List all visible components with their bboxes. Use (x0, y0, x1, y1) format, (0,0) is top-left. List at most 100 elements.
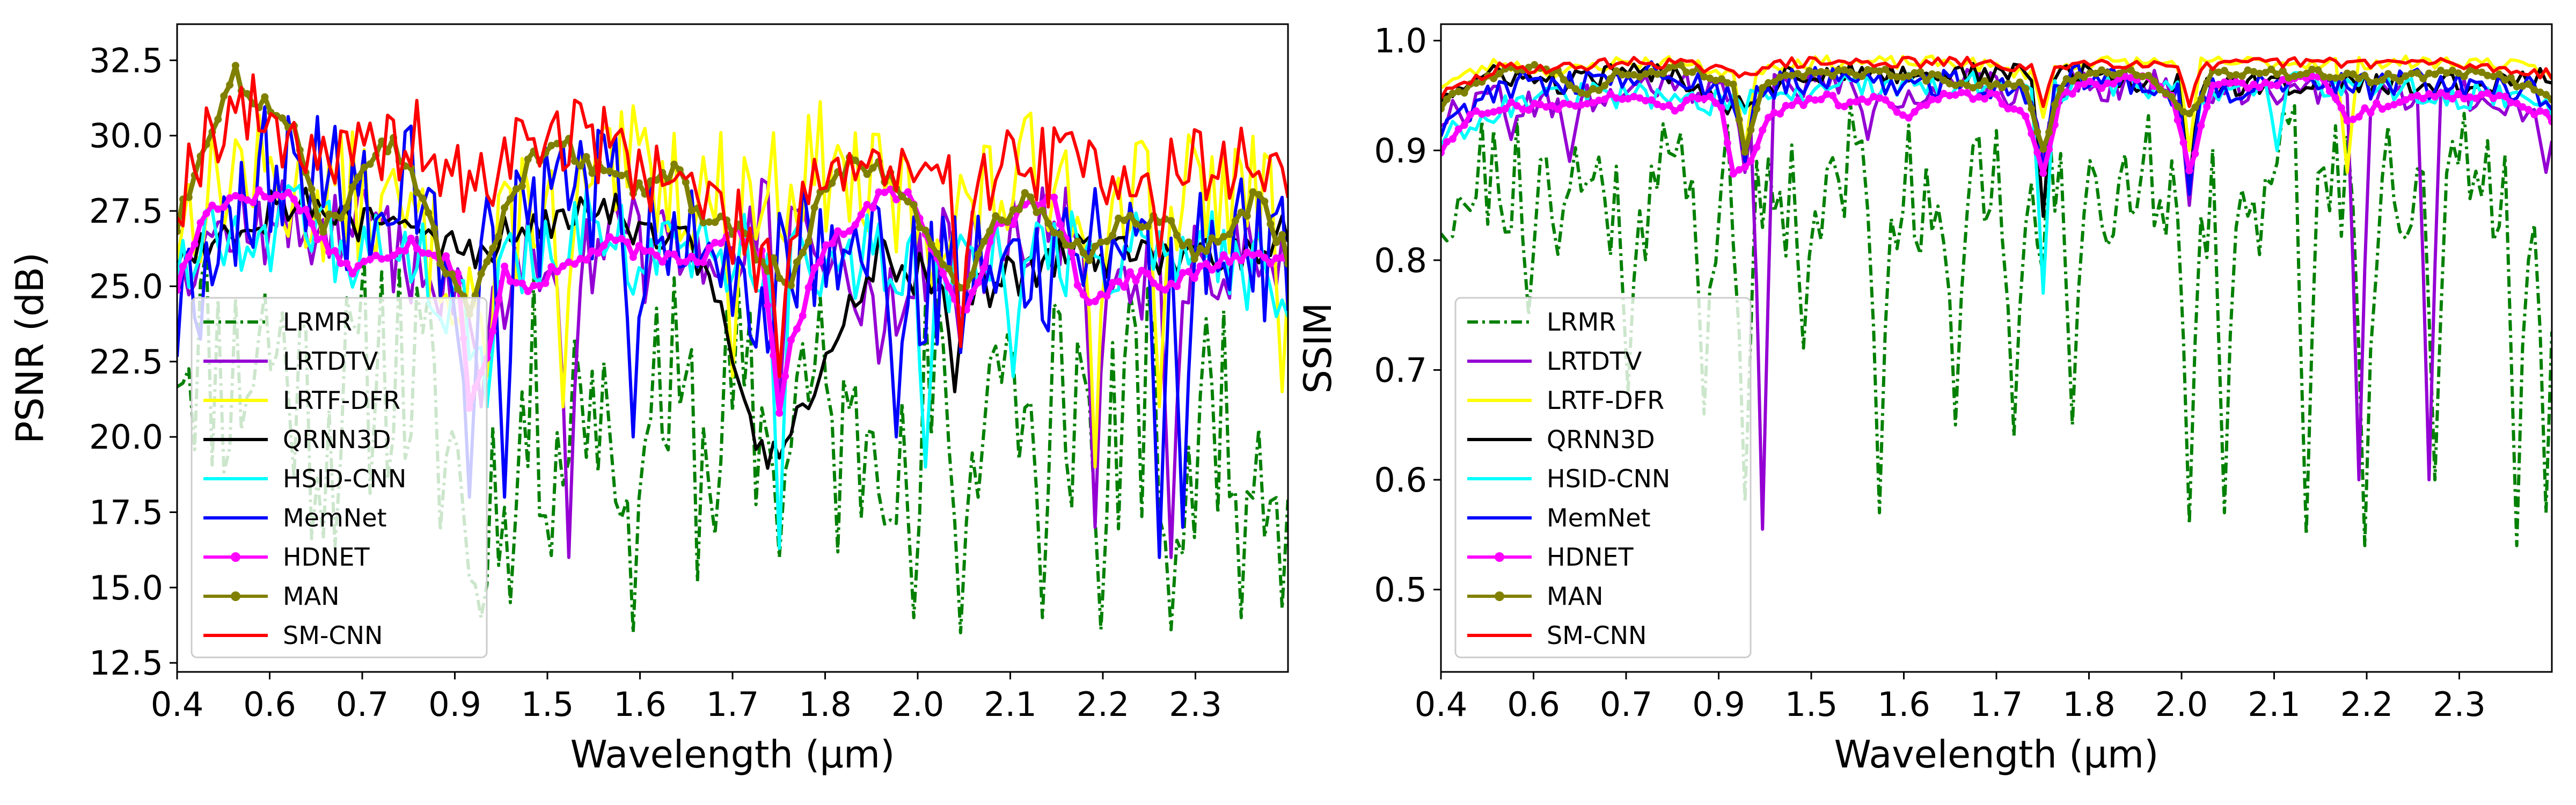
data-point (1735, 166, 1743, 174)
data-point (313, 212, 321, 220)
data-point (1928, 96, 1936, 104)
data-point (512, 185, 520, 193)
data-point (2104, 79, 2111, 87)
data-point (1852, 71, 1860, 79)
data-point (237, 194, 245, 202)
data-point (2127, 74, 2135, 82)
data-point (1484, 109, 1492, 117)
data-point (1067, 248, 1075, 257)
data-point (1636, 94, 1644, 102)
data-point (887, 185, 895, 193)
data-point (1799, 73, 1807, 80)
x-tick-label: 0.9 (428, 685, 481, 724)
data-point (2331, 94, 2339, 102)
data-point (1671, 62, 1679, 70)
data-point (553, 268, 561, 276)
data-point (1554, 105, 1562, 113)
data-point (1091, 297, 1099, 305)
legend-label: MAN (283, 582, 340, 611)
data-point (279, 193, 287, 201)
data-point (956, 284, 964, 292)
data-point (1782, 101, 1790, 109)
x-tick-label: 2.1 (984, 685, 1037, 724)
legend-label: LRTDTV (283, 347, 378, 376)
data-point (2501, 76, 2509, 84)
data-point (2419, 94, 2427, 103)
data-point (325, 248, 333, 256)
data-point (2133, 71, 2141, 79)
data-point (980, 264, 988, 272)
data-point (2548, 96, 2552, 104)
data-point (243, 90, 251, 98)
data-point (2174, 103, 2182, 111)
data-point (775, 274, 784, 282)
data-point (1770, 109, 1778, 117)
data-point (2490, 94, 2498, 103)
data-point (2302, 70, 2310, 78)
data-point (2156, 86, 2164, 93)
data-point (799, 312, 807, 320)
data-point (2232, 71, 2240, 79)
data-point (2495, 92, 2503, 99)
data-point (2121, 72, 2129, 80)
x-axis-label: Wavelength (μm) (570, 733, 895, 777)
data-point (910, 201, 918, 209)
x-tick-label: 0.9 (1692, 685, 1745, 724)
data-point (1056, 230, 1064, 238)
data-point (770, 352, 778, 360)
x-tick-label: 2.3 (2433, 685, 2486, 724)
legend-label: QRNN3D (283, 425, 391, 454)
data-point (623, 238, 631, 246)
data-point (1671, 107, 1679, 115)
data-point (2326, 87, 2333, 95)
data-point (1495, 70, 1503, 77)
data-point (857, 211, 865, 218)
data-point (483, 258, 491, 266)
data-point (1214, 238, 1222, 246)
data-point (442, 252, 450, 260)
data-point (1975, 82, 1983, 89)
data-point (2484, 89, 2492, 97)
data-point (1173, 282, 1181, 290)
data-point (419, 194, 427, 202)
data-point (518, 279, 526, 287)
data-point (2010, 105, 2018, 113)
data-point (185, 193, 193, 201)
data-point (2337, 73, 2345, 81)
data-point (1507, 98, 1515, 106)
data-point (1126, 211, 1134, 219)
data-point (576, 162, 584, 170)
data-point (1882, 65, 1889, 74)
legend-label: LRTF-DFR (1547, 386, 1664, 415)
data-point (2267, 65, 2275, 74)
data-point (647, 247, 655, 255)
data-point (489, 327, 497, 335)
data-point (319, 228, 327, 236)
data-point (495, 232, 503, 240)
data-point (2367, 109, 2375, 117)
data-point (2098, 66, 2106, 74)
data-point (2454, 90, 2462, 98)
data-point (2062, 88, 2070, 96)
data-point (1951, 82, 1959, 89)
data-point (337, 259, 345, 267)
data-point (1940, 90, 1948, 98)
data-point (939, 261, 947, 268)
y-tick-label: 0.8 (1374, 241, 1427, 280)
data-point (2437, 89, 2445, 97)
data-point (927, 240, 935, 248)
data-point (1799, 101, 1807, 109)
data-point (507, 277, 514, 286)
series-line-lrmr (177, 251, 1288, 634)
data-point (1945, 79, 1953, 87)
data-point (1138, 223, 1146, 231)
data-point (2384, 70, 2392, 78)
data-point (693, 258, 701, 266)
data-point (1531, 99, 1539, 107)
data-point (279, 114, 287, 122)
data-point (1044, 219, 1052, 227)
data-point (231, 192, 239, 200)
data-point (1196, 262, 1204, 270)
data-point (1688, 93, 1696, 101)
data-point (1284, 260, 1288, 268)
